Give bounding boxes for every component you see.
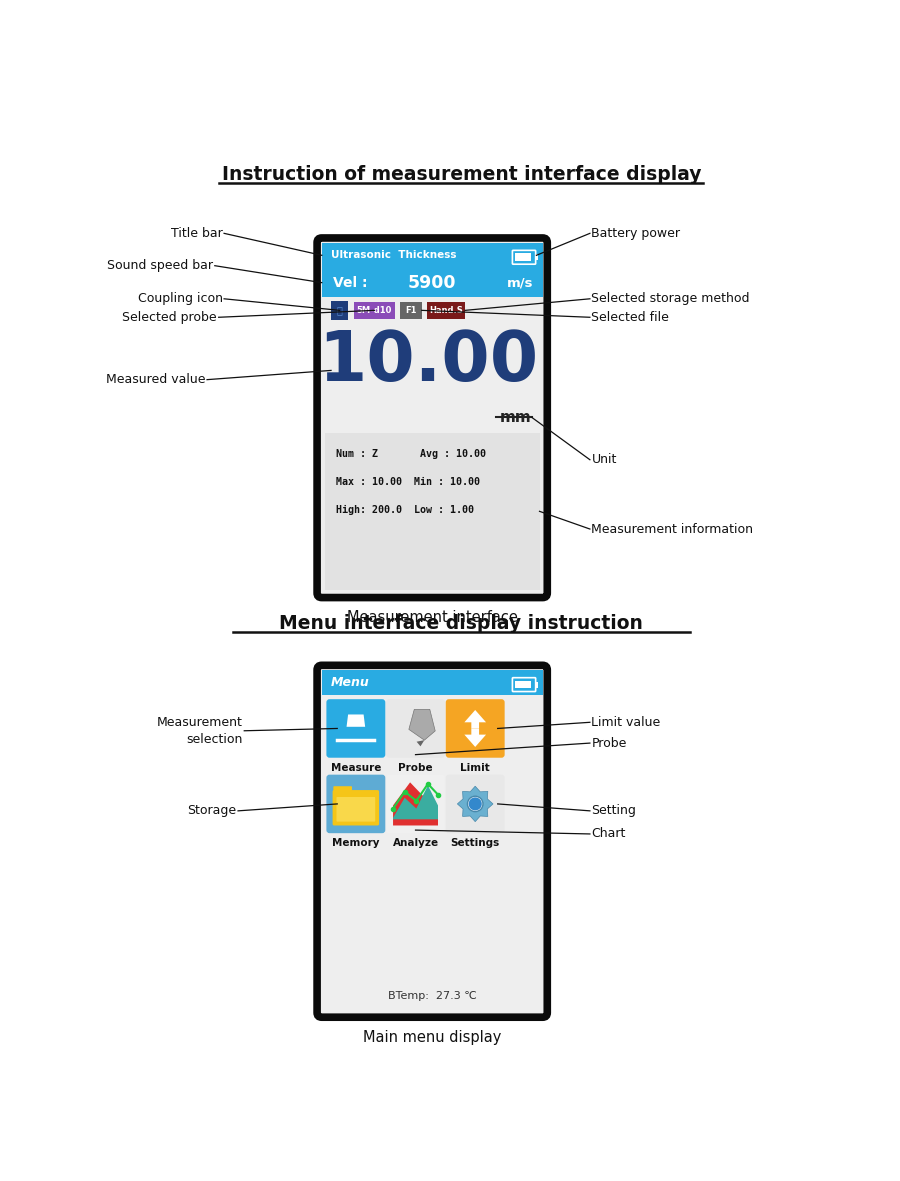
Polygon shape: [393, 785, 438, 820]
Text: selection: selection: [186, 732, 243, 745]
Polygon shape: [409, 710, 436, 740]
Text: Menu: Menu: [331, 677, 370, 690]
FancyBboxPatch shape: [512, 250, 535, 265]
Text: F1: F1: [405, 306, 417, 315]
Text: 10.00: 10.00: [319, 328, 538, 396]
Text: 5900: 5900: [408, 274, 456, 292]
FancyBboxPatch shape: [446, 699, 505, 758]
Text: Settings: Settings: [451, 839, 500, 848]
Bar: [515, 680, 531, 689]
Bar: [322, 268, 543, 298]
Text: Selected probe: Selected probe: [122, 311, 217, 324]
Bar: [515, 254, 531, 261]
FancyBboxPatch shape: [512, 678, 535, 692]
Polygon shape: [464, 729, 486, 746]
Text: Measured value: Measured value: [106, 373, 205, 386]
Bar: [331, 301, 348, 320]
Text: Num : Z       Avg : 10.00: Num : Z Avg : 10.00: [336, 449, 486, 459]
Text: Measure: Measure: [330, 763, 381, 772]
Text: High: 200.0  Low : 1.00: High: 200.0 Low : 1.00: [336, 504, 473, 515]
Text: Unit: Unit: [591, 454, 617, 466]
Text: Measurement: Measurement: [157, 716, 243, 729]
Text: Selected file: Selected file: [591, 311, 670, 324]
FancyBboxPatch shape: [317, 665, 547, 1017]
Text: Ultrasonic  Thickness: Ultrasonic Thickness: [331, 250, 456, 260]
Text: Setting: Setting: [591, 804, 636, 817]
Text: Chart: Chart: [591, 828, 626, 841]
Text: Probe: Probe: [398, 763, 433, 772]
Text: Instruction of measurement interface display: Instruction of measurement interface dis…: [221, 165, 701, 184]
Polygon shape: [417, 740, 425, 746]
Text: Vel :: Vel :: [333, 275, 367, 289]
Text: BTemp:  27.3 ℃: BTemp: 27.3 ℃: [388, 991, 477, 1000]
Bar: [400, 302, 422, 319]
Text: 5M-d10: 5M-d10: [356, 306, 392, 315]
Text: Probe: Probe: [591, 737, 626, 750]
Text: Measurement information: Measurement information: [591, 522, 753, 535]
Bar: [322, 242, 543, 268]
Text: Battery power: Battery power: [591, 227, 680, 240]
FancyBboxPatch shape: [446, 775, 505, 833]
Polygon shape: [457, 787, 493, 822]
Circle shape: [469, 797, 482, 810]
Text: Selected storage method: Selected storage method: [591, 293, 750, 306]
Polygon shape: [464, 710, 486, 729]
Bar: [535, 681, 538, 687]
Text: Max : 10.00  Min : 10.00: Max : 10.00 Min : 10.00: [336, 477, 480, 487]
Text: Measurement interface: Measurement interface: [346, 611, 518, 625]
Bar: [325, 432, 539, 589]
Text: Storage: Storage: [187, 804, 237, 817]
Bar: [535, 254, 538, 260]
Text: Memory: Memory: [332, 839, 380, 848]
Text: Main menu display: Main menu display: [363, 1030, 501, 1045]
Text: Menu interface display instruction: Menu interface display instruction: [279, 614, 644, 633]
Text: Title bar: Title bar: [171, 227, 222, 240]
Bar: [428, 302, 465, 319]
Text: Limit: Limit: [460, 763, 491, 772]
Text: Analyze: Analyze: [392, 839, 438, 848]
Polygon shape: [393, 782, 438, 826]
Text: mm: mm: [500, 410, 532, 425]
Polygon shape: [346, 715, 365, 726]
Text: Sound speed bar: Sound speed bar: [107, 259, 213, 272]
Circle shape: [467, 796, 483, 811]
FancyBboxPatch shape: [386, 699, 445, 758]
Bar: [322, 670, 543, 696]
Text: Coupling icon: Coupling icon: [138, 293, 222, 306]
FancyBboxPatch shape: [327, 775, 385, 833]
FancyBboxPatch shape: [333, 787, 352, 796]
Text: m/s: m/s: [507, 276, 534, 289]
Text: ⬛: ⬛: [337, 306, 343, 315]
FancyBboxPatch shape: [317, 237, 547, 598]
Bar: [355, 302, 394, 319]
FancyBboxPatch shape: [327, 699, 385, 758]
Text: Limit value: Limit value: [591, 716, 661, 729]
FancyBboxPatch shape: [386, 775, 445, 833]
FancyBboxPatch shape: [333, 790, 379, 826]
FancyBboxPatch shape: [337, 797, 375, 822]
Text: Hand.S: Hand.S: [429, 306, 463, 315]
